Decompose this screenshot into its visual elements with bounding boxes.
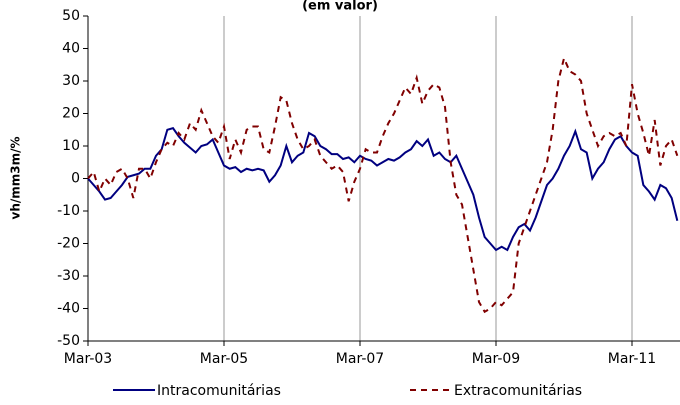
y-axis-label: vh/mm3m/% [9,136,23,219]
y-tick-label: -20 [57,236,80,252]
y-tick-label: 20 [62,106,80,122]
y-tick-label: -40 [57,301,80,317]
y-tick-label: 30 [62,73,80,89]
series-line [87,126,679,252]
y-tick-label: 50 [62,8,80,24]
series-line [87,55,679,314]
y-tick-label: -10 [57,203,80,219]
y-tick-label: 40 [62,41,80,57]
chart-title: (em valor) [302,0,378,14]
y-tick-label: 0 [71,171,80,187]
legend-label: Intracomunitárias [157,383,281,399]
x-tick-label: Mar-03 [64,351,112,367]
y-tick-label: -50 [57,333,80,349]
x-tick-label: Mar-07 [336,351,384,367]
x-tick-label: Mar-05 [200,351,248,367]
x-tick-label: Mar-09 [472,351,520,367]
y-tick-label: 10 [62,138,80,154]
x-tick-label: Mar-11 [608,351,656,367]
legend-label: Extracomunitárias [454,383,582,399]
y-tick-label: -30 [57,268,80,284]
